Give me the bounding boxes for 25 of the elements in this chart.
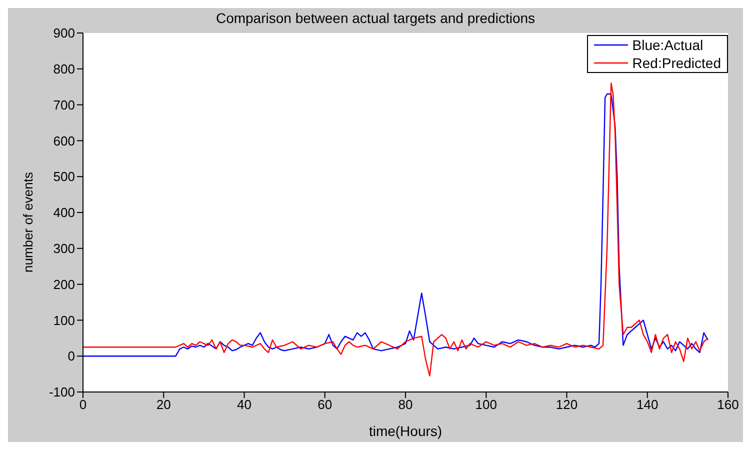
x-tick-label: 0 [79, 397, 87, 412]
y-tick-label: 800 [53, 62, 75, 77]
y-axis-title: number of events [20, 172, 36, 272]
y-tick-label: 600 [53, 133, 75, 148]
legend-label: Blue:Actual [632, 36, 704, 54]
y-tick-label: 200 [53, 276, 75, 292]
y-tick-label: 900 [53, 26, 75, 41]
x-tick-label: 60 [318, 397, 332, 412]
legend-label: Red:Predicted [632, 54, 721, 72]
x-tick-label: 100 [475, 397, 497, 412]
x-tick-label: 120 [556, 397, 578, 412]
y-tick-label: 300 [53, 241, 75, 256]
x-tick-label: 160 [717, 397, 739, 412]
y-tick-label: 0 [68, 348, 75, 364]
x-axis-title: time(Hours) [368, 423, 442, 439]
y-tick-label: 100 [53, 312, 75, 328]
chart-title: Comparison between actual targets and predictions [214, 10, 536, 26]
y-tick-label: 700 [53, 97, 75, 112]
x-tick-label: 140 [636, 397, 658, 412]
x-tick-label: 80 [398, 397, 413, 412]
y-tick-label: 400 [53, 205, 75, 220]
x-tick-label: 40 [237, 397, 252, 412]
x-tick-label: 20 [156, 397, 171, 412]
y-tick-label: -100 [48, 384, 75, 400]
y-tick-label: 500 [53, 169, 75, 184]
